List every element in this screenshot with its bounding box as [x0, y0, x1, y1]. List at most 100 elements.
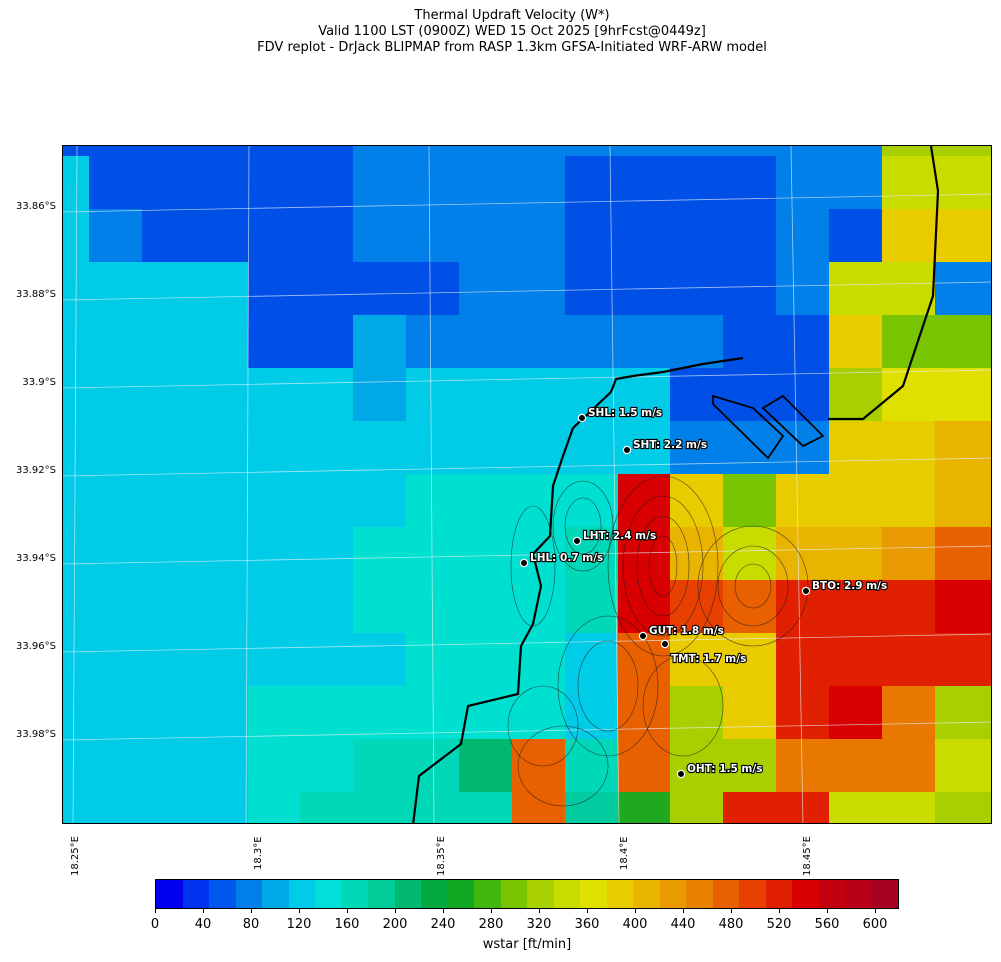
wstar-grid-cell	[565, 315, 618, 368]
wstar-grid-cell	[670, 209, 723, 262]
station-marker	[676, 769, 686, 779]
station-marker	[572, 536, 582, 546]
terrain-contour	[510, 505, 556, 627]
wstar-grid-cell	[300, 580, 353, 633]
wstar-grid-cell	[776, 368, 829, 421]
colorbar-swatch	[447, 880, 474, 908]
terrain-contour	[564, 497, 602, 555]
wstar-grid-cell	[195, 421, 248, 474]
colorbar-swatch	[739, 880, 766, 908]
colorbar-tick-label: 280	[478, 917, 504, 932]
colorbar-tick-mark	[395, 909, 396, 913]
wstar-grid-cell	[195, 633, 248, 686]
latitude-gridline	[63, 193, 991, 213]
wstar-grid-cell	[829, 686, 882, 739]
wstar-grid-cell	[89, 739, 142, 792]
terrain-contour	[622, 495, 704, 637]
wstar-grid-cell	[248, 527, 300, 580]
wstar-grid-cell	[353, 527, 406, 580]
wstar-grid-cell	[248, 368, 300, 421]
colorbar-tick-label: 560	[814, 917, 840, 932]
terrain-contour	[557, 615, 659, 757]
station-marker	[660, 639, 670, 649]
wstar-grid-cell	[723, 739, 776, 792]
lon-label: 18.25°E	[70, 836, 81, 876]
colorbar-tick-label: 360	[574, 917, 600, 932]
colorbar-tick-label: 480	[718, 917, 744, 932]
wstar-grid-cell	[512, 146, 565, 156]
colorbar-swatch	[871, 880, 898, 908]
wstar-grid-cell	[618, 474, 670, 527]
wstar-grid-cell	[300, 792, 353, 823]
colorbar-tick-label: 520	[766, 917, 792, 932]
wstar-grid-cell	[565, 739, 618, 792]
latitude-gridline	[63, 281, 991, 301]
wstar-grid-cell	[670, 368, 723, 421]
wstar-grid-cell	[406, 421, 459, 474]
wstar-grid-cell	[459, 315, 512, 368]
wstar-grid-cell	[935, 474, 991, 527]
wstar-grid-cell	[882, 156, 935, 209]
wstar-grid-cell	[195, 209, 248, 262]
colorbar-swatch	[818, 880, 845, 908]
wstar-grid-cell	[248, 262, 300, 315]
latitude-gridline	[63, 369, 991, 389]
wstar-grid-cell	[195, 739, 248, 792]
colorbar-tick-mark	[491, 909, 492, 913]
wstar-grid-cell	[459, 792, 512, 823]
map-panel[interactable]: SHL: 1.5 m/s SHT: 2.2 m/s LHT: 2.4 m/s LHL:…	[62, 145, 992, 824]
colorbar-swatch	[315, 880, 342, 908]
wstar-grid-cell	[512, 421, 565, 474]
wstar-grid-cell	[723, 474, 776, 527]
wstar-grid-cell	[353, 156, 406, 209]
colorbar-swatch	[288, 880, 315, 908]
wstar-grid-cell	[512, 474, 565, 527]
colorbar-tick-mark	[251, 909, 252, 913]
wstar-grid-cell	[248, 421, 300, 474]
wstar-grid-cell	[882, 633, 935, 686]
wstar-grid-cell	[406, 686, 459, 739]
colorbar-swatch	[792, 880, 819, 908]
wstar-grid-cell	[512, 315, 565, 368]
wstar-grid-cell	[670, 262, 723, 315]
terrain-contour	[517, 725, 609, 807]
colorbar-tick-mark	[443, 909, 444, 913]
colorbar-tick-mark	[203, 909, 204, 913]
wstar-grid-cell	[63, 527, 89, 580]
lat-label: 33.94°S	[16, 553, 56, 564]
colorbar-swatch	[262, 880, 289, 908]
wstar-grid-cell	[195, 262, 248, 315]
wstar-grid-cell	[248, 739, 300, 792]
wstar-grid-cell	[459, 262, 512, 315]
colorbar-tick-label: 400	[622, 917, 648, 932]
wstar-grid-cell	[89, 792, 142, 823]
wstar-grid-cell	[829, 792, 882, 823]
wstar-grid-cell	[459, 474, 512, 527]
wstar-grid-cell	[565, 209, 618, 262]
wstar-grid-cell	[248, 792, 300, 823]
terrain-contour	[507, 685, 579, 767]
terrain-contour	[607, 475, 719, 657]
colorbar-tick-mark	[155, 909, 156, 913]
station-marker	[577, 413, 587, 423]
wstar-grid-cell	[459, 146, 512, 156]
wstar-grid-cell	[300, 156, 353, 209]
wstar-grid-cell	[63, 580, 89, 633]
harbour-outline	[761, 394, 825, 448]
colorbar-swatch	[580, 880, 607, 908]
wstar-grid-cell	[89, 262, 142, 315]
wstar-grid-cell	[935, 792, 991, 823]
lat-label: 33.98°S	[16, 729, 56, 740]
lat-label: 33.96°S	[16, 641, 56, 652]
wstar-grid-cell	[829, 633, 882, 686]
wstar-grid-cell	[459, 156, 512, 209]
wstar-grid-cell	[882, 146, 935, 156]
wstar-grid-cell	[882, 527, 935, 580]
wstar-grid-cell	[829, 580, 882, 633]
colorbar-swatch	[500, 880, 527, 908]
wstar-grid-cell	[142, 146, 195, 156]
wstar-grid-cell	[829, 146, 882, 156]
wstar-grid-cell	[723, 146, 776, 156]
longitude-gridline	[428, 146, 435, 823]
station-label: OHT: 1.5 m/s	[687, 763, 762, 775]
